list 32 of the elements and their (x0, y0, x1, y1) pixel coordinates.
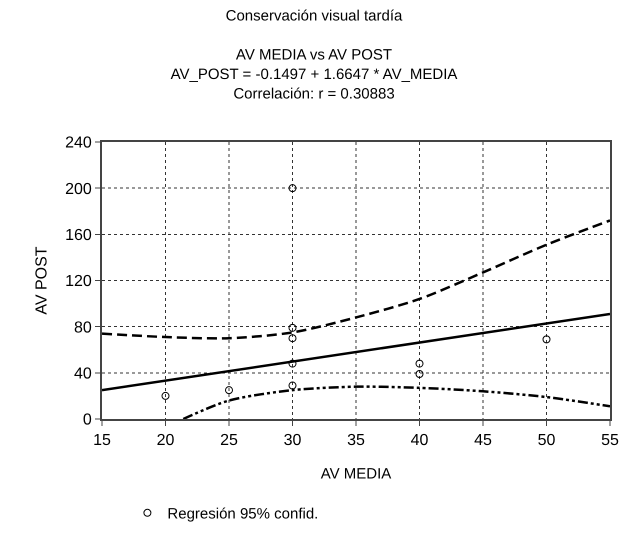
legend-label: Regresión 95% confid. (167, 506, 318, 523)
point (225, 386, 233, 394)
point (288, 324, 296, 332)
y-tick-label: 80 (74, 319, 92, 336)
point (416, 360, 424, 368)
x-tick-label: 30 (284, 432, 302, 450)
x-tick-label: 50 (538, 432, 556, 450)
y-tick-label: 160 (65, 226, 92, 244)
point (288, 360, 296, 368)
point (416, 370, 424, 378)
x-tick-label: 45 (474, 432, 492, 450)
x-tick-label: 20 (156, 432, 174, 450)
x-tick-label: 25 (220, 432, 238, 450)
y-axis-title: AV POST (33, 246, 50, 315)
x-tick-label: 15 (93, 432, 111, 450)
chart-title: Conservación visual tardía (226, 8, 404, 25)
x-tick-label: 40 (410, 432, 428, 450)
point (288, 382, 296, 390)
point (288, 184, 296, 192)
point (542, 335, 550, 344)
y-tick-label: 240 (65, 134, 92, 152)
point (162, 392, 170, 400)
y-tick-label: 200 (65, 180, 92, 198)
x-tick-label: 35 (347, 432, 365, 450)
x-axis-title: AV MEDIA (320, 466, 392, 483)
y-tick-label: 120 (65, 273, 92, 290)
chart-subtitle: AV MEDIA vs AV POST AV_POST = -0.1497 + 1.6647 * AV_MEDIA Correlación: r = 0.30883 (170, 46, 458, 103)
line-series (102, 219, 610, 340)
y-tick-label: 40 (74, 365, 92, 382)
x-tick-label: 55 (601, 432, 619, 450)
point (288, 334, 296, 342)
y-tick-label: 0 (82, 412, 92, 429)
